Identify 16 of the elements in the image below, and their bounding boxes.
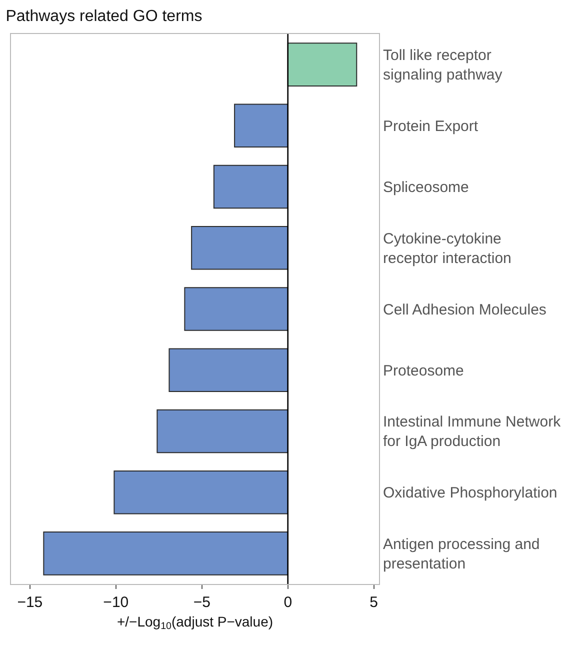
y-tick-label: Cell Adhesion Molecules (383, 301, 546, 318)
x-tick-label: −5 (193, 594, 210, 611)
y-tick-label: Toll like receptor signaling pathway (383, 47, 503, 84)
x-tick-label: −10 (103, 594, 129, 611)
y-tick-label: Oxidative Phosphorylation (383, 484, 558, 502)
x-tick-label: 0 (284, 594, 292, 611)
y-tick-label: Proteosome (383, 362, 464, 380)
y-tick-label: Intestinal Immune Network for IgA production (383, 414, 562, 450)
y-tick-label: Antigen processing and presentation (383, 536, 540, 572)
chart-title: Pathways related GO terms (6, 8, 202, 25)
y-tick-label: Protein Export (383, 118, 479, 135)
x-tick-label: −15 (17, 594, 43, 611)
y-tick-label: Cytokine-cytokine receptor interaction (383, 230, 512, 267)
x-axis-title: +/−Log$_{10}$(adjust P−value) (116, 613, 274, 632)
y-tick-label: Spliceosome (383, 179, 469, 196)
x-tick-label: 5 (370, 594, 378, 611)
